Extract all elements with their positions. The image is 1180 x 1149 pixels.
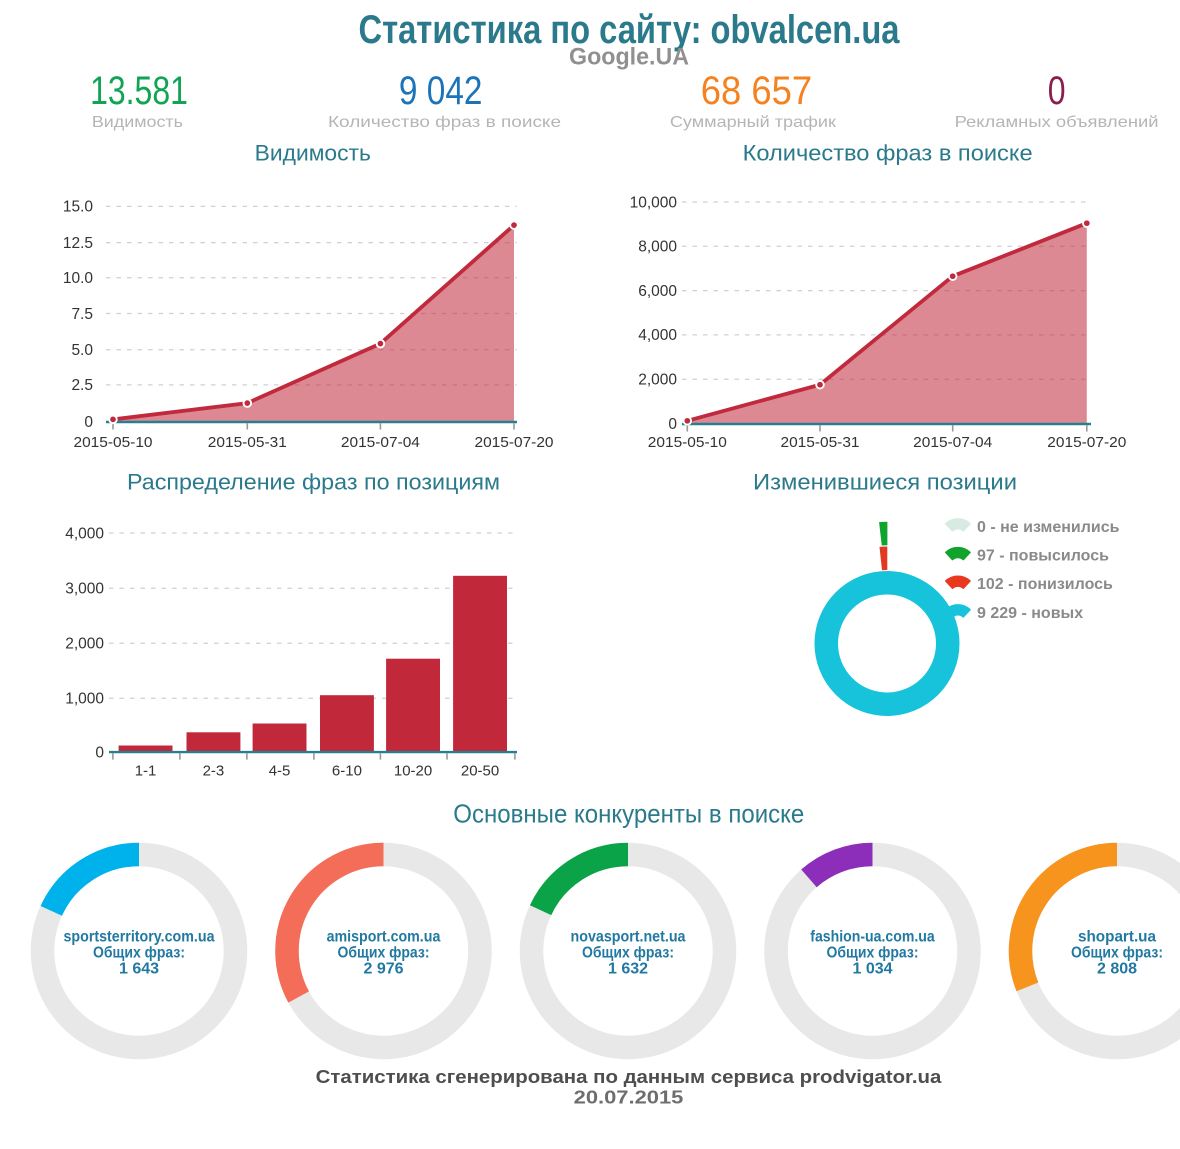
svg-text:2 976: 2 976 xyxy=(363,960,403,977)
svg-text:2015-05-10: 2015-05-10 xyxy=(74,434,153,451)
svg-text:97 - повысилось: 97 - повысилось xyxy=(977,548,1109,565)
svg-text:2,000: 2,000 xyxy=(638,372,677,389)
svg-text:0: 0 xyxy=(84,414,93,431)
svg-text:20-50: 20-50 xyxy=(461,763,499,780)
svg-text:3,000: 3,000 xyxy=(65,581,104,598)
svg-text:0 - не изменились: 0 - не изменились xyxy=(977,519,1120,536)
svg-text:Google.UA: Google.UA xyxy=(569,44,689,71)
svg-text:2 808: 2 808 xyxy=(1097,960,1137,977)
svg-text:2015-07-04: 2015-07-04 xyxy=(341,434,420,451)
svg-text:9 229 - новых: 9 229 - новых xyxy=(977,605,1083,622)
svg-text:13.581: 13.581 xyxy=(90,68,188,113)
svg-text:Распределение фраз по позициям: Распределение фраз по позициям xyxy=(127,470,500,495)
svg-text:1 643: 1 643 xyxy=(119,960,159,977)
svg-text:Количество фраз в поиске: Количество фраз в поиске xyxy=(743,140,1033,165)
svg-text:novasport.net.ua: novasport.net.ua xyxy=(571,928,686,945)
svg-text:0: 0 xyxy=(668,416,677,433)
svg-text:Видимость: Видимость xyxy=(255,140,371,165)
svg-text:Количество фраз в поиске: Количество фраз в поиске xyxy=(328,114,561,131)
svg-text:Рекламных объявлений: Рекламных объявлений xyxy=(955,114,1159,131)
svg-text:2015-05-10: 2015-05-10 xyxy=(648,434,727,451)
svg-text:68 657: 68 657 xyxy=(701,69,812,114)
svg-text:2015-05-31: 2015-05-31 xyxy=(208,434,287,451)
svg-text:amisport.com.ua: amisport.com.ua xyxy=(327,928,441,945)
svg-text:Статистика сгенерирована по да: Статистика сгенерирована по данным серви… xyxy=(316,1067,943,1087)
svg-text:4,000: 4,000 xyxy=(638,327,677,344)
svg-text:12.5: 12.5 xyxy=(63,235,93,252)
svg-text:5.0: 5.0 xyxy=(71,342,93,359)
svg-text:Общих фраз:: Общих фраз: xyxy=(93,945,185,962)
svg-text:0: 0 xyxy=(1048,68,1066,113)
svg-text:15.0: 15.0 xyxy=(63,199,94,216)
svg-text:8,000: 8,000 xyxy=(638,239,677,256)
svg-text:2015-07-20: 2015-07-20 xyxy=(1047,434,1126,451)
svg-text:10.0: 10.0 xyxy=(63,270,94,287)
svg-text:Изменившиеся позиции: Изменившиеся позиции xyxy=(753,470,1017,495)
svg-text:10,000: 10,000 xyxy=(630,194,678,211)
svg-text:6,000: 6,000 xyxy=(638,283,677,300)
svg-text:Общих фраз:: Общих фраз: xyxy=(827,945,919,962)
svg-text:sportsterritory.com.ua: sportsterritory.com.ua xyxy=(64,928,215,945)
svg-text:2,000: 2,000 xyxy=(65,636,104,653)
svg-text:102 - понизилось: 102 - понизилось xyxy=(977,576,1113,593)
svg-text:Видимость: Видимость xyxy=(92,114,183,131)
svg-text:1-1: 1-1 xyxy=(135,763,157,780)
svg-text:1 632: 1 632 xyxy=(608,960,648,977)
svg-text:2-3: 2-3 xyxy=(203,763,225,780)
svg-text:4,000: 4,000 xyxy=(65,525,104,542)
svg-text:0: 0 xyxy=(95,744,104,761)
svg-text:2015-07-20: 2015-07-20 xyxy=(475,434,554,451)
svg-text:shopart.ua: shopart.ua xyxy=(1078,928,1156,945)
svg-text:20.07.2015: 20.07.2015 xyxy=(574,1088,684,1108)
svg-text:4-5: 4-5 xyxy=(269,763,291,780)
svg-text:Общих фраз:: Общих фраз: xyxy=(338,945,430,962)
svg-text:fashion-ua.com.ua: fashion-ua.com.ua xyxy=(810,928,935,945)
svg-text:2015-07-04: 2015-07-04 xyxy=(913,434,992,451)
svg-text:Основные конкуренты в поиске: Основные конкуренты в поиске xyxy=(453,799,804,829)
svg-text:Общих фраз:: Общих фраз: xyxy=(1071,945,1163,962)
svg-text:6-10: 6-10 xyxy=(332,763,362,780)
svg-text:9 042: 9 042 xyxy=(399,68,483,113)
svg-text:10-20: 10-20 xyxy=(394,763,432,780)
svg-text:Общих фраз:: Общих фраз: xyxy=(582,945,674,962)
svg-text:Суммарный трафик: Суммарный трафик xyxy=(670,114,837,131)
svg-text:7.5: 7.5 xyxy=(71,306,93,323)
svg-text:1,000: 1,000 xyxy=(65,691,104,708)
svg-text:2015-05-31: 2015-05-31 xyxy=(781,434,860,451)
svg-text:2.5: 2.5 xyxy=(71,377,93,394)
svg-text:1 034: 1 034 xyxy=(852,960,892,977)
